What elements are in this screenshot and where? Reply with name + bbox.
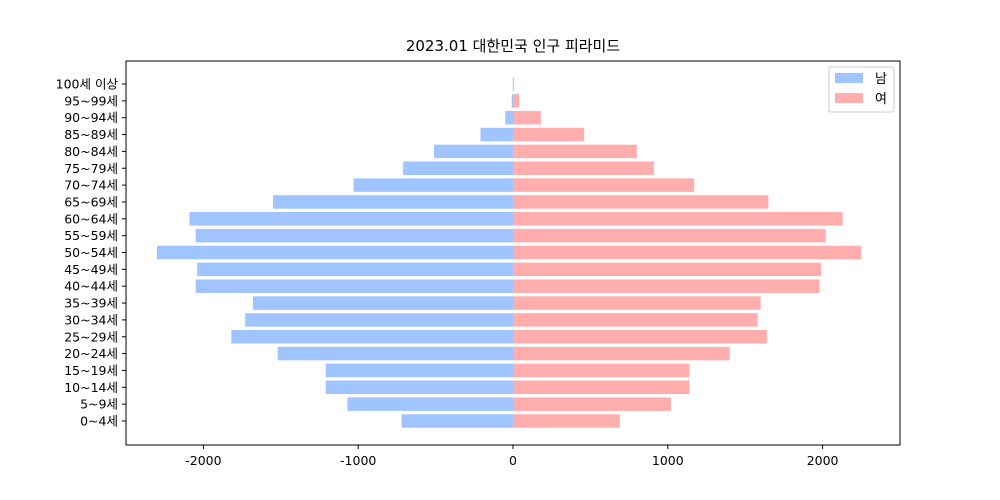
bar-male-18 <box>505 110 513 125</box>
y-tick-label-4: 20~24세 <box>64 346 118 361</box>
x-tick-label-2: 0 <box>509 453 517 468</box>
y-tick-label-11: 55~59세 <box>64 228 118 243</box>
legend-swatch-male <box>835 73 863 83</box>
y-tick-label-16: 80~84세 <box>64 144 118 159</box>
bar-female-4 <box>513 346 730 361</box>
bar-female-12 <box>513 212 843 226</box>
bar-female-6 <box>513 313 758 327</box>
bar-male-19 <box>511 94 513 108</box>
legend-swatch-female <box>835 93 863 103</box>
y-tick-label-19: 95~99세 <box>64 93 118 108</box>
bar-male-6 <box>245 313 514 327</box>
bar-male-3 <box>325 363 513 378</box>
y-tick-label-17: 85~89세 <box>64 127 118 142</box>
bar-female-9 <box>513 262 822 277</box>
y-tick-label-3: 15~19세 <box>64 363 118 378</box>
y-tick-label-18: 90~94세 <box>64 110 118 125</box>
bar-male-17 <box>480 127 513 142</box>
bar-female-17 <box>513 127 585 142</box>
y-tick-label-10: 50~54세 <box>64 245 118 260</box>
bar-female-16 <box>513 144 637 159</box>
bar-male-4 <box>277 346 513 361</box>
bar-female-8 <box>513 279 820 293</box>
bar-female-15 <box>513 161 654 175</box>
y-tick-label-15: 75~79세 <box>64 161 118 176</box>
bar-male-15 <box>403 161 513 175</box>
bar-male-7 <box>252 296 513 310</box>
bar-female-10 <box>513 245 862 260</box>
y-tick-label-0: 0~4세 <box>80 414 118 429</box>
x-tick-label-4: 2000 <box>807 453 839 468</box>
bar-male-8 <box>195 279 513 293</box>
x-tick-label-1: -1000 <box>340 453 376 468</box>
y-tick-label-5: 25~29세 <box>64 329 118 344</box>
bar-female-13 <box>513 195 769 209</box>
legend-label-male: 남 <box>875 72 887 87</box>
bar-female-7 <box>513 296 761 310</box>
y-tick-label-6: 30~34세 <box>64 312 118 327</box>
chart-title: 2023.01 대한민국 인구 피라미드 <box>406 37 621 55</box>
bar-female-20 <box>513 77 514 91</box>
bar-female-2 <box>513 380 690 395</box>
bar-male-0 <box>401 414 513 428</box>
bar-female-1 <box>513 397 671 411</box>
x-tick-label-0: -2000 <box>185 453 221 468</box>
y-tick-label-20: 100세 이상 <box>56 77 119 92</box>
bar-male-1 <box>347 397 513 411</box>
y-axis: 0~4세 5~9세 10~14세 15~19세 20~24세 25~29세 30~34세35… <box>56 77 126 429</box>
y-tick-label-8: 40~44세 <box>64 279 118 294</box>
bar-female-14 <box>513 178 695 192</box>
y-tick-label-13: 65~69세 <box>64 194 118 209</box>
y-tick-label-12: 60~64세 <box>64 211 118 226</box>
x-tick-label-3: 1000 <box>652 453 684 468</box>
x-axis: -2000 -1000 0 1000 2000 <box>185 445 839 468</box>
y-tick-label-1: 5~9세 <box>80 397 118 412</box>
bar-male-11 <box>195 228 513 243</box>
bar-male-12 <box>189 212 513 226</box>
bar-female-3 <box>513 363 690 378</box>
bar-female-0 <box>513 414 620 428</box>
y-tick-label-14: 70~74세 <box>64 178 118 193</box>
bar-male-5 <box>231 330 513 344</box>
bar-female-5 <box>513 330 767 344</box>
legend-label-female: 여 <box>875 92 887 107</box>
legend: 남 여 <box>828 66 895 113</box>
y-tick-label-2: 10~14세 <box>64 380 118 395</box>
bar-male-9 <box>197 262 513 277</box>
y-tick-label-7: 35~39세 <box>64 296 118 311</box>
bar-male-10 <box>156 245 513 260</box>
bar-female-11 <box>513 228 826 243</box>
bar-female-18 <box>513 110 541 125</box>
bars-layer <box>156 77 862 428</box>
bar-female-19 <box>513 94 520 108</box>
y-tick-label-9: 45~49세 <box>64 262 118 277</box>
bar-male-16 <box>434 144 513 159</box>
bar-male-13 <box>273 195 513 209</box>
bar-male-14 <box>353 178 513 192</box>
bar-male-2 <box>325 380 513 395</box>
